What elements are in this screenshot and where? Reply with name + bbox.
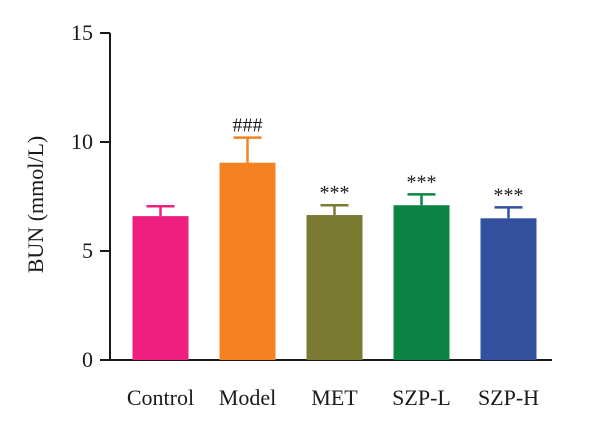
- bar-szp-h: [480, 218, 537, 360]
- bar-control: [132, 216, 189, 360]
- x-tick-label: Model: [219, 385, 276, 410]
- x-tick-label: MET: [311, 385, 358, 410]
- error-bars: [146, 136, 523, 219]
- bar-szp-l: [393, 205, 450, 360]
- x-tick-label: SZP-L: [392, 385, 451, 410]
- y-axis-label: BUN (mmol/L): [23, 136, 48, 274]
- y-tick-label: 5: [82, 238, 93, 263]
- bar-met: [306, 215, 363, 360]
- y-tick-label: 0: [82, 347, 93, 372]
- significance-label: ***: [407, 171, 437, 193]
- significance-annotations: ### *** *** ***: [233, 115, 524, 207]
- bars: [132, 162, 537, 360]
- x-tick-label: Control: [127, 385, 194, 410]
- significance-label: ***: [494, 184, 524, 206]
- y-tick-label: 15: [71, 20, 93, 45]
- x-axis-ticks: Control Model MET SZP-L SZP-H: [127, 385, 539, 410]
- significance-label: ###: [233, 115, 263, 137]
- x-tick-label: SZP-H: [478, 385, 539, 410]
- y-tick-label: 10: [71, 129, 93, 154]
- bar-model: [219, 162, 276, 360]
- significance-label: ***: [320, 182, 350, 204]
- y-axis-ticks: 0 5 10 15: [71, 20, 110, 372]
